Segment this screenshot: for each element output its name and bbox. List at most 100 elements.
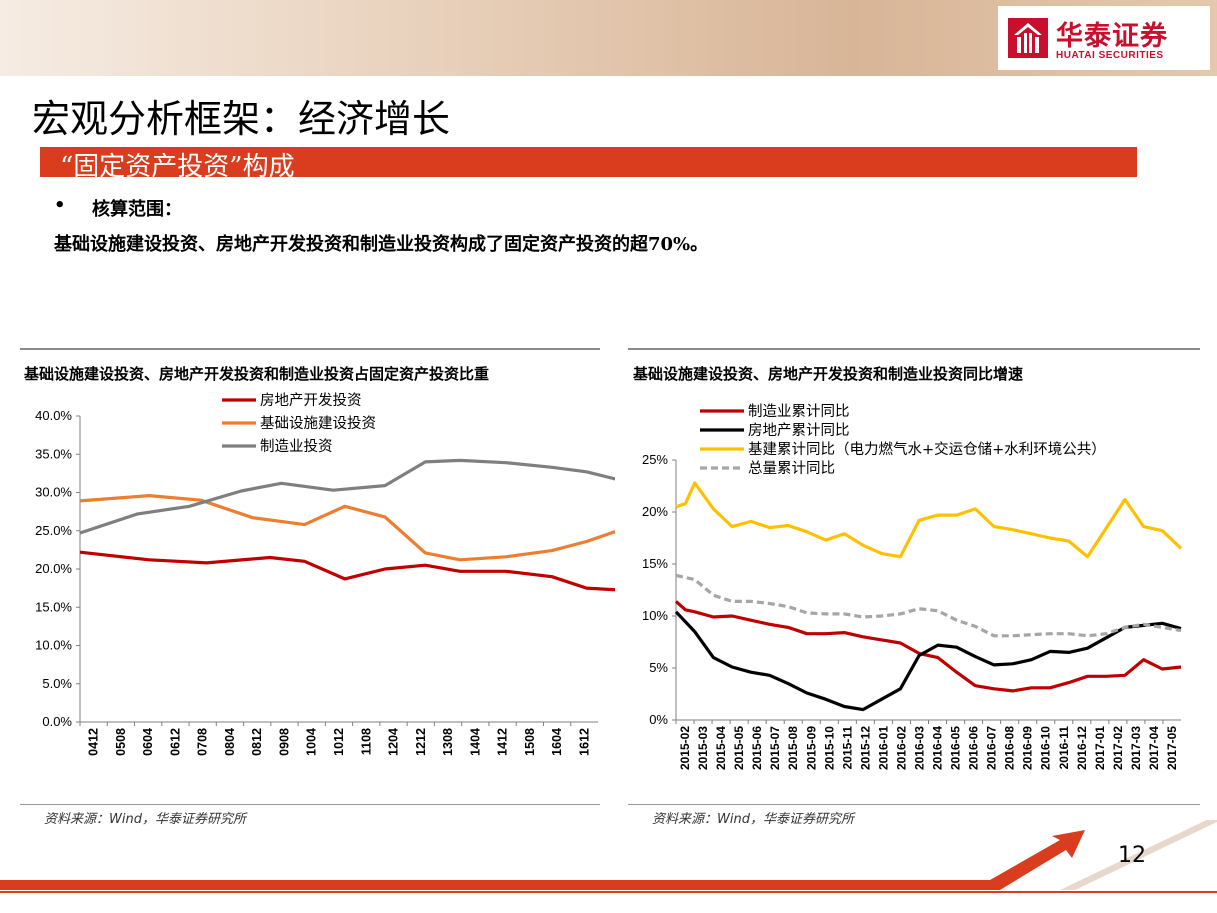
right-chart-bottom-rule [628, 804, 1200, 805]
y-tick-label: 15% [642, 556, 668, 571]
right-chart-source: 资料来源：Wind，华泰证券研究所 [652, 812, 854, 827]
section-banner: “固定资产投资”构成 [40, 147, 1137, 182]
x-tick-label: 2016-10 [1039, 726, 1053, 770]
series-line-1 [79, 493, 615, 562]
y-tick-label: 10% [642, 608, 668, 623]
y-tick-label: 5.0% [42, 676, 72, 691]
legend-label: 制造业累计同比 [748, 403, 850, 420]
x-tick-label: 1412 [496, 728, 510, 756]
y-tick-label: 25% [642, 452, 668, 467]
footer-decoration [0, 820, 1217, 893]
series-line-3 [675, 573, 1182, 638]
x-tick-label: 2016-02 [894, 726, 908, 770]
x-tick-label: 1604 [550, 728, 564, 756]
y-tick-label: 5% [649, 660, 668, 675]
right-chart-title: 基础设施建设投资、房地产开发投资和制造业投资同比增速 [633, 365, 1024, 383]
x-tick-label: 2016-05 [949, 726, 963, 770]
legend-label: 基建累计同比（电力燃气水+交运仓储+水利环境公共） [748, 440, 1106, 458]
bullet-marker: • [54, 195, 66, 216]
x-tick-label: 2015-05 [732, 726, 746, 770]
series-line-0 [79, 550, 615, 592]
x-tick-label: 2015-04 [714, 726, 728, 770]
x-tick-label: 2016-01 [876, 726, 890, 770]
x-tick-label: 2017-01 [1093, 726, 1107, 770]
logo-text-cn: 华泰证券 [1056, 21, 1168, 52]
x-tick-label: 1012 [332, 728, 346, 756]
footer-sweep [1060, 820, 1217, 890]
x-tick-label: 2015-12 [858, 726, 872, 770]
x-tick-label: 2016-03 [912, 726, 926, 770]
section-banner-text: “固定资产投资”构成 [60, 152, 295, 182]
x-tick-label: 2017-03 [1129, 726, 1143, 770]
x-tick-label: 2015-03 [696, 726, 710, 770]
x-tick-label: 1004 [305, 728, 319, 756]
page-number: 12 [1118, 843, 1146, 868]
x-tick-label: 0508 [114, 728, 128, 756]
page-title: 宏观分析框架：经济增长 [32, 97, 451, 141]
legend-label: 制造业投资 [260, 438, 333, 455]
footer-arrow [0, 830, 1085, 890]
x-tick-label: 0804 [223, 728, 237, 756]
right-line-chart: 0% 5% 10% 15% 20% 25% 2015-02 2015-03 2015-04 201… [642, 403, 1183, 770]
x-tick-label: 0604 [141, 728, 155, 756]
legend-label: 总量累计同比 [748, 460, 835, 477]
x-tick-label: 2015-10 [822, 726, 836, 770]
x-tick-label: 2015-02 [678, 726, 692, 770]
x-tick-label: 0708 [196, 728, 210, 756]
left-chart-bottom-rule [20, 804, 600, 805]
y-tick-label: 25.0% [35, 523, 72, 538]
x-tick-label: 2016-07 [985, 726, 999, 770]
x-tick-label: 2016-09 [1021, 726, 1035, 770]
x-tick-label: 1404 [468, 728, 482, 756]
legend-label: 房地产累计同比 [748, 422, 850, 439]
x-tick-label: 2015-08 [786, 726, 800, 770]
x-tick-label: 1108 [359, 728, 373, 755]
y-tick-label: 15.0% [35, 599, 72, 614]
series-line-2 [79, 458, 615, 535]
body-text: 基础设施建设投资、房地产开发投资和制造业投资构成了固定资产投资的超70%。 [54, 234, 709, 255]
x-tick-label: 2016-06 [967, 726, 981, 770]
x-tick-label: 0612 [168, 728, 182, 756]
x-tick-label: 1508 [523, 728, 537, 756]
left-chart-source: 资料来源：Wind，华泰证券研究所 [44, 812, 246, 827]
x-tick-label: 0908 [277, 728, 291, 756]
x-tick-label: 1612 [577, 728, 591, 756]
bullet-label: 核算范围： [92, 199, 182, 220]
logo-icon [1008, 18, 1048, 58]
y-tick-label: 10.0% [35, 638, 72, 653]
left-chart-top-rule [20, 348, 600, 350]
series-line-2 [675, 481, 1183, 559]
x-tick-label: 2017-02 [1111, 726, 1125, 770]
y-tick-label: 40.0% [35, 408, 72, 423]
x-tick-label: 2015-06 [750, 726, 764, 770]
right-chart-top-rule [628, 348, 1200, 350]
y-tick-label: 35.0% [35, 446, 72, 461]
y-tick-label: 20.0% [35, 561, 72, 576]
y-tick-label: 30.0% [35, 485, 72, 500]
x-tick-label: 2016-12 [1075, 726, 1089, 770]
x-tick-label: 0812 [250, 728, 264, 756]
x-tick-label: 1308 [441, 728, 455, 756]
x-tick-label: 1204 [387, 728, 401, 756]
x-tick-label: 2016-11 [1057, 726, 1071, 770]
x-tick-label: 2016-08 [1003, 726, 1017, 770]
legend-label: 房地产开发投资 [260, 392, 362, 409]
x-tick-label: 2015-07 [768, 726, 782, 770]
x-tick-label: 2017-05 [1165, 726, 1179, 770]
x-tick-label: 2015-09 [804, 726, 818, 770]
legend-label: 基础设施建设投资 [260, 415, 376, 432]
x-tick-label: 2016-04 [931, 726, 945, 770]
x-tick-label: 2015-11 [840, 726, 854, 770]
logo-text-en: HUATAI SECURITIES [1056, 50, 1164, 61]
y-tick-label: 0% [649, 712, 668, 727]
left-line-chart: 0.0% 5.0% 10.0% 15.0% 20.0% 25.0% 30.0% 35.0% 40… [35, 392, 615, 756]
series-line-1 [674, 610, 1182, 712]
y-tick-label: 0.0% [42, 714, 72, 729]
company-logo: 华泰证券 HUATAI SECURITIES [998, 6, 1210, 70]
x-tick-label: 2017-04 [1147, 726, 1161, 770]
series-line-0 [674, 600, 1182, 693]
y-tick-label: 20% [642, 504, 668, 519]
left-chart-title: 基础设施建设投资、房地产开发投资和制造业投资占固定资产投资比重 [24, 365, 490, 383]
x-tick-label: 1212 [414, 728, 428, 756]
x-tick-label: 0412 [87, 728, 101, 756]
